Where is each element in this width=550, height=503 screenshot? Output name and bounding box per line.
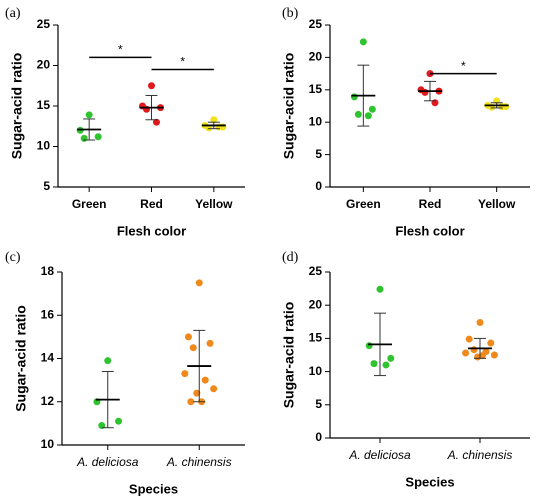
- data-point: [148, 82, 155, 90]
- panel: (a) 5 10 15 20 25 Sugar-acid ratio Flesh color G…: [5, 6, 245, 238]
- y-tick-label: 10: [41, 437, 55, 451]
- x-axis-label: Flesh color: [117, 223, 186, 238]
- x-axis-label: Species: [129, 481, 178, 496]
- x-axis-label: Species: [405, 474, 454, 489]
- y-tick-label: 5: [315, 397, 322, 411]
- data-point: [368, 105, 376, 113]
- data-point: [359, 38, 367, 46]
- data-point: [465, 335, 473, 343]
- data-point: [94, 133, 102, 141]
- panel: (b) 0 5 10 15 20 25 Sugar-acid ratio Flesh color…: [281, 6, 530, 238]
- panel-title: (a): [5, 6, 21, 21]
- data-point: [354, 110, 362, 118]
- y-tick-label: 14: [41, 351, 55, 365]
- data-point: [181, 370, 189, 378]
- y-tick-label: 5: [43, 179, 50, 193]
- data-point: [187, 398, 195, 406]
- data-point: [487, 339, 495, 347]
- y-tick-label: 5: [315, 147, 322, 161]
- data-point: [195, 279, 203, 287]
- data-point: [189, 344, 197, 352]
- significance-label: *: [180, 55, 185, 69]
- data-point: [490, 351, 498, 359]
- x-axis-label: Flesh color: [395, 223, 464, 238]
- y-tick-label: 10: [309, 364, 323, 378]
- data-point: [85, 111, 93, 119]
- y-axis-label: Sugar-acid ratio: [281, 302, 297, 409]
- significance-label: *: [118, 43, 123, 57]
- y-axis-label: Sugar-acid ratio: [13, 305, 29, 412]
- y-tick-label: 25: [37, 17, 51, 31]
- y-tick-label: 20: [309, 297, 323, 311]
- y-tick-label: 20: [37, 58, 51, 72]
- data-point: [476, 318, 484, 326]
- x-tick-label: Yellow: [195, 197, 233, 211]
- data-point: [498, 103, 506, 111]
- data-point: [104, 357, 112, 365]
- y-tick-label: 16: [41, 307, 55, 321]
- y-tick-label: 25: [309, 264, 323, 278]
- data-point: [462, 349, 470, 357]
- x-tick-label: A. deliciosa: [348, 448, 411, 462]
- y-tick-label: 10: [37, 139, 51, 153]
- data-point: [387, 354, 395, 362]
- y-tick-label: 0: [315, 430, 322, 444]
- panel-title: (d): [282, 250, 299, 265]
- y-tick-label: 10: [309, 114, 323, 128]
- data-point: [382, 361, 390, 369]
- y-tick-label: 0: [315, 179, 322, 193]
- data-point: [365, 342, 373, 350]
- panel-title: (c): [5, 250, 21, 265]
- data-point: [184, 333, 192, 341]
- data-point: [478, 352, 486, 360]
- y-axis-label: Sugar-acid ratio: [9, 53, 25, 160]
- data-point: [350, 93, 358, 101]
- data-point: [115, 417, 123, 425]
- data-point: [193, 389, 201, 397]
- y-tick-label: 15: [309, 82, 323, 96]
- significance-label: *: [461, 59, 466, 73]
- data-point: [370, 360, 378, 368]
- y-tick-label: 20: [309, 50, 323, 64]
- data-point: [80, 134, 88, 142]
- data-point: [206, 339, 214, 347]
- data-point: [421, 88, 429, 96]
- x-tick-label: Green: [72, 197, 107, 211]
- y-tick-label: 12: [41, 394, 55, 408]
- data-point: [431, 99, 439, 107]
- y-tick-label: 15: [309, 331, 323, 345]
- data-point: [201, 376, 209, 384]
- y-tick-label: 25: [309, 17, 323, 31]
- y-tick-label: 15: [37, 98, 51, 112]
- x-tick-label: Green: [346, 197, 381, 211]
- x-tick-label: A. chinensis: [447, 448, 513, 462]
- x-tick-label: Yellow: [478, 197, 516, 211]
- x-tick-label: A. chinensis: [166, 455, 232, 469]
- panel-title: (b): [282, 6, 299, 21]
- panel: (c) 10 12 14 16 18 Sugar-acid ratio Species A. d…: [5, 250, 245, 496]
- x-tick-label: Red: [419, 197, 442, 211]
- y-axis-label: Sugar-acid ratio: [281, 53, 297, 160]
- data-point: [470, 346, 478, 354]
- data-point: [364, 112, 372, 120]
- panel: (d) 0 5 10 15 20 25 Sugar-acid ratio Species A. d…: [281, 250, 530, 489]
- x-tick-label: Red: [140, 197, 163, 211]
- data-point: [210, 116, 218, 124]
- data-point: [376, 285, 384, 293]
- x-tick-label: A. deliciosa: [76, 455, 139, 469]
- y-tick-label: 18: [41, 264, 55, 278]
- data-point: [210, 385, 218, 393]
- data-point: [153, 118, 160, 126]
